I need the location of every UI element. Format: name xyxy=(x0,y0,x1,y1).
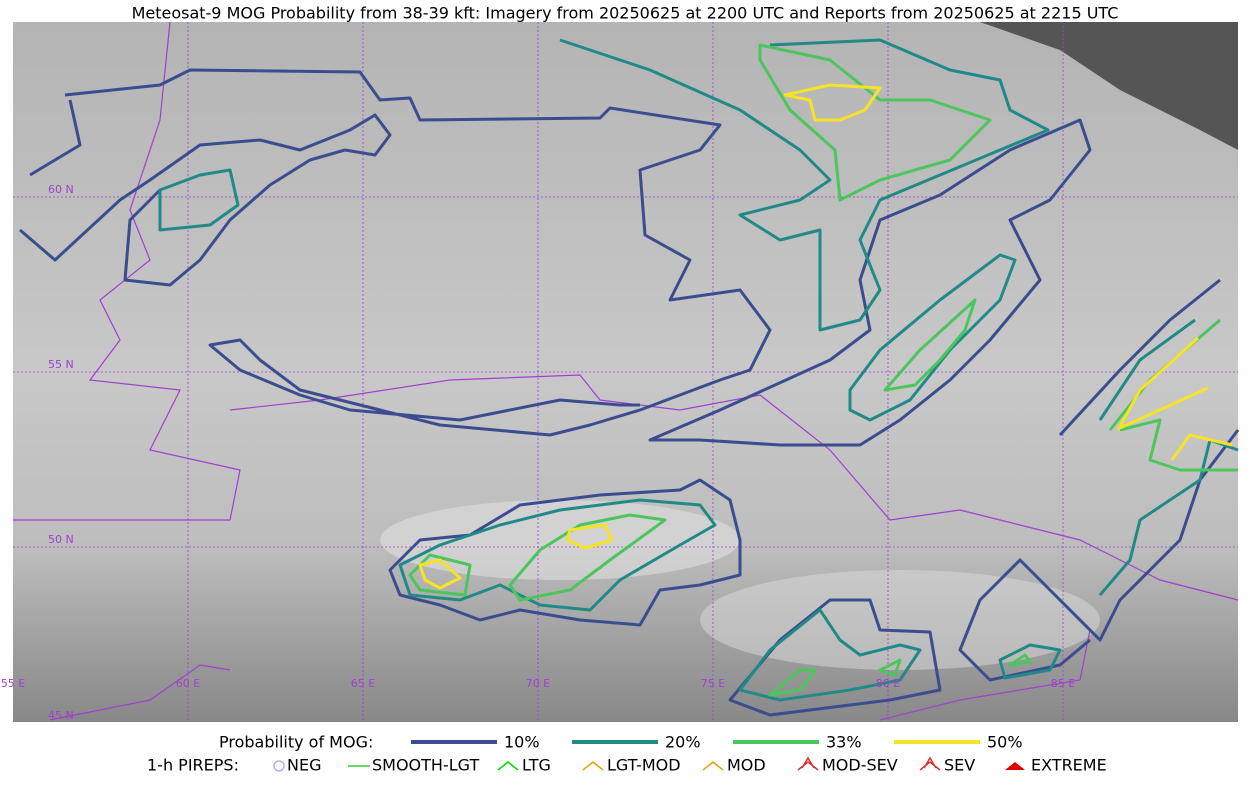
lon-label: 80 E xyxy=(876,677,900,690)
legend-icon xyxy=(702,761,724,771)
legend-label: LGT-MOD xyxy=(607,756,681,775)
lat-label: 50 N xyxy=(48,533,74,546)
lat-label: 60 N xyxy=(48,183,74,196)
legend-label: 50% xyxy=(987,733,1023,752)
legend-label: LTG xyxy=(522,756,551,775)
lat-labels: 60 N 55 N 50 N 45 N xyxy=(48,183,74,722)
lon-labels: 55 E 60 E 65 E 70 E 75 E 80 E 85 E xyxy=(1,677,1075,690)
legend-label: NEG xyxy=(287,756,321,775)
legend-label: 20% xyxy=(665,733,701,752)
legend-label: MOD-SEV xyxy=(822,756,898,775)
legend-icon xyxy=(273,760,285,772)
legend-label: 10% xyxy=(504,733,540,752)
cloud xyxy=(700,570,1100,670)
legend: Probability of MOG: 1-h PIREPS: 10% 20% 33… xyxy=(147,733,1107,775)
legend-title: Probability of MOG: xyxy=(219,733,373,752)
legend-label: SEV xyxy=(944,756,975,775)
lon-label: 55 E xyxy=(1,677,25,690)
title: Meteosat-9 MOG Probability from 38-39 kf… xyxy=(132,4,1119,23)
map: 60 N 55 N 50 N 45 N 55 E 60 E 65 E 70 E 75 E 80 … xyxy=(1,21,1240,722)
lon-label: 85 E xyxy=(1051,677,1075,690)
contours xyxy=(19,38,1240,717)
pirep-legend: NEG SMOOTH-LGT LTG LGT-MOD MOD MOD-SEV SEV EXTR… xyxy=(273,756,1107,775)
legend-label: MOD xyxy=(727,756,766,775)
legend-label: EXTREME xyxy=(1031,756,1107,775)
lon-label: 65 E xyxy=(351,677,375,690)
cloud xyxy=(380,500,740,580)
probability-legend: 10% 20% 33% 50% xyxy=(411,733,1023,752)
legend-label: SMOOTH-LGT xyxy=(372,756,479,775)
grid xyxy=(13,22,1238,722)
legend-icon xyxy=(919,756,941,771)
lon-label: 60 E xyxy=(176,677,200,690)
legend-icon xyxy=(497,761,519,771)
legend-icon xyxy=(1005,762,1025,770)
legend-title: 1-h PIREPS: xyxy=(147,756,239,775)
legend-label: 33% xyxy=(826,733,862,752)
lat-label: 45 N xyxy=(48,709,74,722)
lon-label: 70 E xyxy=(526,677,550,690)
legend-icon xyxy=(582,761,604,771)
lon-label: 75 E xyxy=(701,677,725,690)
legend-icon xyxy=(797,756,819,771)
no-data-region xyxy=(980,22,1238,150)
lat-label: 55 N xyxy=(48,358,74,371)
borders xyxy=(13,21,1239,721)
